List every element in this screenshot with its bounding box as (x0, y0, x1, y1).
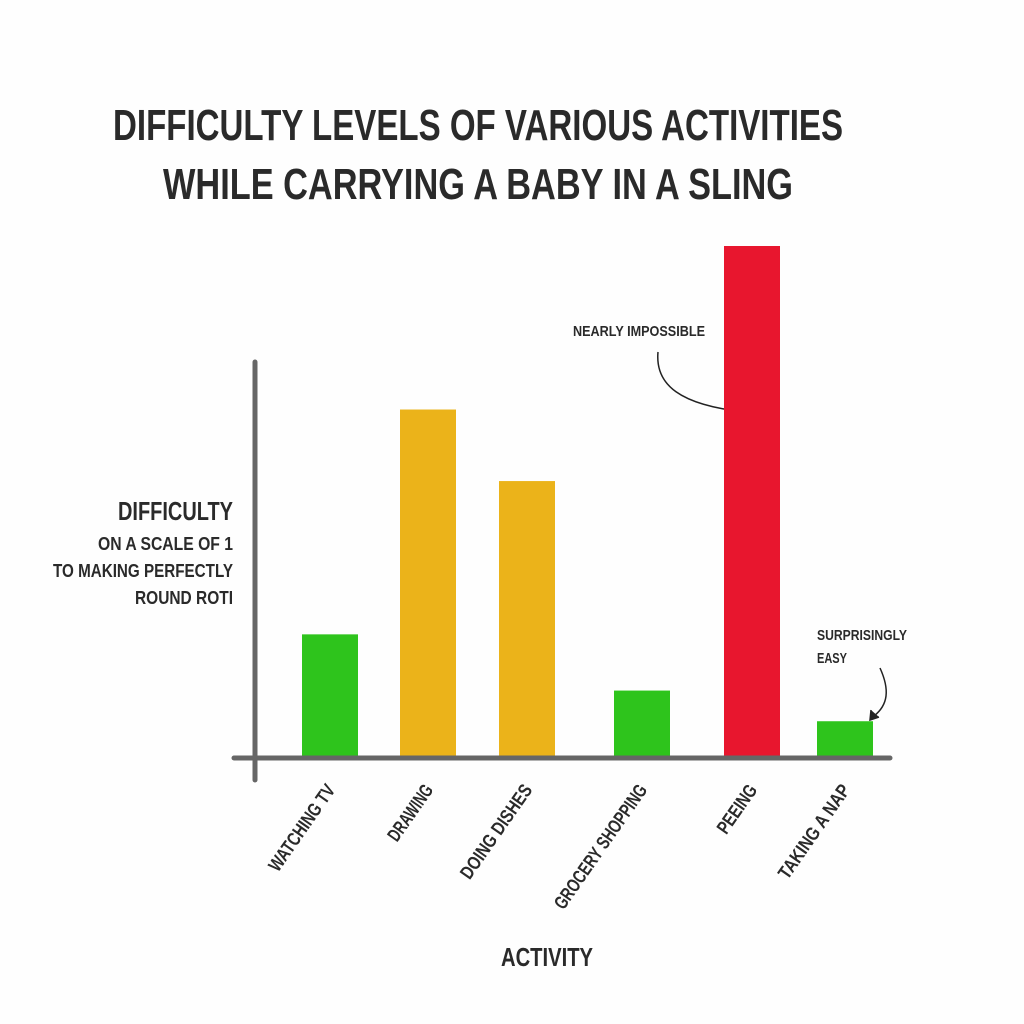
plot (302, 246, 873, 757)
annotation: EASY (817, 650, 847, 667)
chart-title: DIFFICULTY LEVELS OF VARIOUS ACTIVITIES (113, 101, 843, 150)
bar (499, 481, 555, 757)
bar (302, 634, 358, 757)
y-axis-subtitle: ON A SCALE OF 1 (98, 534, 233, 554)
chart-title: WHILE CARRYING A BABY IN A SLING (163, 160, 793, 209)
annotation: NEARLY IMPOSSIBLE (573, 323, 705, 340)
y-axis-title: DIFFICULTY (118, 496, 233, 526)
annotation-arrowhead (869, 709, 880, 722)
bar (400, 409, 456, 757)
bar (724, 246, 780, 757)
bar (817, 721, 873, 757)
y-axis-subtitle: TO MAKING PERFECTLY (53, 561, 233, 581)
bar (614, 690, 670, 757)
annotation-arrow (873, 667, 887, 717)
y-axis-subtitle: ROUND ROTI (135, 588, 233, 608)
x-axis-title: ACTIVITY (501, 942, 593, 972)
annotation: SURPRISINGLY (817, 627, 907, 644)
